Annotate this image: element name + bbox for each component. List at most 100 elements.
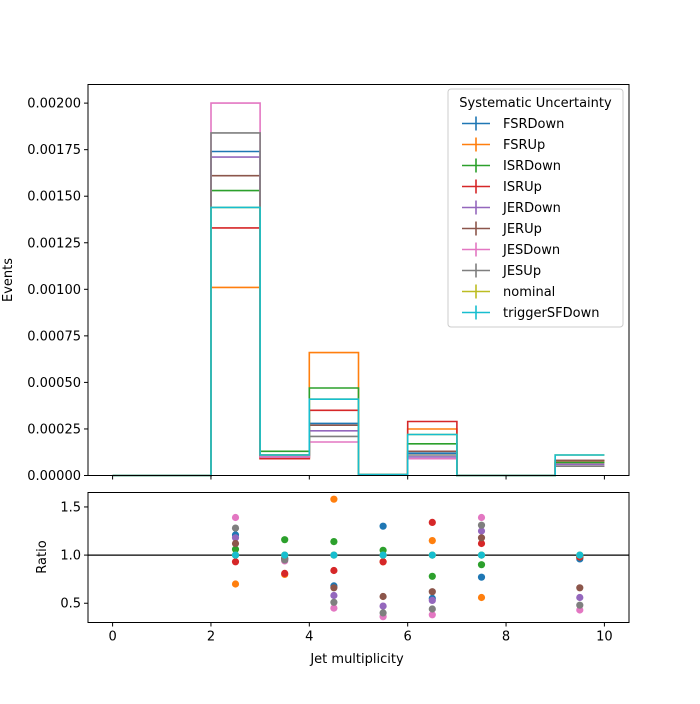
y-tick-label: 0.00075 bbox=[27, 329, 81, 344]
legend-items: FSRDown FSRUp ISRDown ISRUp JERDown JERUp JESD… bbox=[462, 116, 599, 321]
legend-item-isrup: ISRUp bbox=[462, 179, 542, 195]
ratio-point-isrup bbox=[330, 566, 338, 575]
legend-label: FSRDown bbox=[503, 117, 564, 132]
legend-item-triggersfdown: triggerSFDown bbox=[462, 305, 599, 321]
legend-item-nominal: nominal bbox=[462, 284, 555, 300]
main-y-axis-label: Events bbox=[1, 258, 16, 302]
legend-label: JESDown bbox=[502, 243, 560, 258]
ratio-point-isrdown bbox=[281, 536, 289, 544]
legend-label: JERUp bbox=[502, 222, 542, 237]
y-tick-label: 0.00150 bbox=[27, 190, 81, 205]
ratio-point-jerdown bbox=[428, 596, 436, 605]
main-plot-frame bbox=[87, 84, 630, 476]
ratio-point-isrdown bbox=[231, 545, 240, 553]
main-y-ticks: 0.00000 0.00025 0.00050 0.00075 0.00100 0.001… bbox=[27, 97, 88, 484]
legend-label: nominal bbox=[503, 285, 555, 300]
y-tick-label: 0.00175 bbox=[27, 143, 81, 158]
legend-item-fsrup: FSRUp bbox=[462, 137, 545, 153]
x-tick-label: 6 bbox=[404, 630, 412, 645]
main-histogram-panel: 0.00000 0.00025 0.00050 0.00075 0.00100 0.001… bbox=[1, 84, 630, 484]
ratio-point-isrup bbox=[428, 518, 436, 527]
legend-label: JESUp bbox=[502, 264, 541, 279]
ratio-point-triggersfdown bbox=[330, 551, 338, 559]
ratio-point-jesup bbox=[231, 524, 240, 532]
ratio-y-tick-label: 1.0 bbox=[60, 549, 81, 564]
ratio-point-isrup bbox=[379, 558, 387, 566]
ratio-point-isrup bbox=[281, 569, 289, 578]
x-tick-label: 4 bbox=[305, 630, 313, 645]
ratio-point-jerdown bbox=[477, 527, 486, 535]
ratio-point-fsrup bbox=[231, 580, 240, 588]
ratio-point-isrdown bbox=[428, 572, 436, 580]
legend: Systematic Uncertainty FSRDown FSRUp ISRDo… bbox=[447, 88, 624, 328]
legend-title: Systematic Uncertainty bbox=[459, 96, 612, 111]
x-tick-label: 2 bbox=[207, 630, 215, 645]
ratio-point-triggersfdown bbox=[576, 551, 584, 559]
ratio-points-group bbox=[231, 495, 584, 621]
ratio-point-jesdown bbox=[231, 513, 240, 522]
ratio-point-jerdown bbox=[576, 593, 584, 602]
ratio-point-jerup bbox=[428, 588, 436, 596]
ratio-point-triggersfdown bbox=[428, 551, 436, 559]
y-tick-label: 0.00000 bbox=[27, 469, 81, 484]
ratio-plot-area bbox=[88, 492, 629, 623]
y-tick-label: 0.00025 bbox=[27, 422, 81, 437]
y-tick-label: 0.00125 bbox=[27, 236, 81, 251]
y-tick-label: 0.00200 bbox=[27, 97, 81, 112]
ratio-point-jerup bbox=[379, 592, 387, 601]
y-tick-label: 0.00050 bbox=[27, 376, 81, 391]
ratio-point-jerup bbox=[477, 534, 486, 542]
ratio-point-triggersfdown bbox=[477, 551, 486, 559]
y-tick-label: 0.00100 bbox=[27, 283, 81, 298]
x-tick-label: 10 bbox=[596, 630, 613, 645]
ratio-point-triggersfdown bbox=[231, 551, 240, 559]
legend-item-isrdown: ISRDown bbox=[462, 158, 561, 174]
ratio-point-isrdown bbox=[330, 538, 338, 546]
ratio-point-jesup bbox=[379, 609, 387, 617]
ratio-point-fsrdown bbox=[477, 573, 486, 581]
legend-item-jesdown: JESDown bbox=[462, 242, 560, 258]
ratio-point-fsrup bbox=[477, 593, 486, 602]
ratio-x-ticks: 0 2 4 6 8 10 bbox=[108, 622, 613, 645]
ratio-point-jerdown bbox=[231, 534, 240, 542]
x-tick-label: 0 bbox=[108, 630, 116, 645]
ratio-point-jesdown bbox=[330, 604, 338, 612]
ratio-y-tick-label: 0.5 bbox=[60, 597, 81, 612]
ratio-point-jesup bbox=[576, 601, 584, 609]
ratio-point-fsrup bbox=[428, 537, 436, 545]
ratio-point-jesdown bbox=[477, 513, 486, 522]
ratio-y-ticks: 0.5 1.0 1.5 bbox=[60, 500, 88, 612]
legend-item-jerdown: JERDown bbox=[462, 200, 561, 216]
ratio-point-isrup bbox=[231, 558, 240, 566]
ratio-point-jesup bbox=[477, 521, 486, 529]
ratio-point-jesdown bbox=[428, 611, 436, 619]
ratio-point-jerup bbox=[330, 584, 338, 592]
ratio-y-tick-label: 1.5 bbox=[60, 500, 81, 515]
ratio-point-fsrdown bbox=[379, 522, 387, 530]
main-x-ticks bbox=[112, 475, 605, 480]
legend-item-jerup: JERUp bbox=[462, 221, 542, 237]
ratio-point-jerup bbox=[231, 539, 240, 548]
x-tick-label: 8 bbox=[502, 630, 510, 645]
legend-box bbox=[447, 88, 624, 328]
legend-item-fsrdown: FSRDown bbox=[462, 116, 564, 132]
legend-label: ISRDown bbox=[503, 159, 561, 174]
ratio-point-triggersfdown bbox=[379, 551, 387, 559]
legend-label: FSRUp bbox=[503, 138, 545, 153]
ratio-point-jesup bbox=[428, 605, 436, 613]
ratio-panel: 0.5 1.0 1.5 0 2 4 6 8 10 Ratio Jet multiplicity bbox=[35, 492, 630, 667]
ratio-point-isrdown bbox=[477, 561, 486, 569]
ratio-plot-frame bbox=[87, 492, 630, 623]
ratio-point-jerup bbox=[576, 584, 584, 592]
ratio-point-fsrup bbox=[330, 495, 338, 503]
legend-label: JERDown bbox=[502, 201, 561, 216]
x-axis-label: Jet multiplicity bbox=[309, 652, 404, 667]
legend-label: ISRUp bbox=[503, 180, 542, 195]
ratio-point-jerdown bbox=[379, 602, 387, 610]
ratio-y-axis-label: Ratio bbox=[35, 540, 50, 573]
ratio-point-isrup bbox=[477, 539, 486, 548]
ratio-point-jerdown bbox=[330, 591, 338, 600]
legend-item-jesup: JESUp bbox=[462, 263, 541, 279]
